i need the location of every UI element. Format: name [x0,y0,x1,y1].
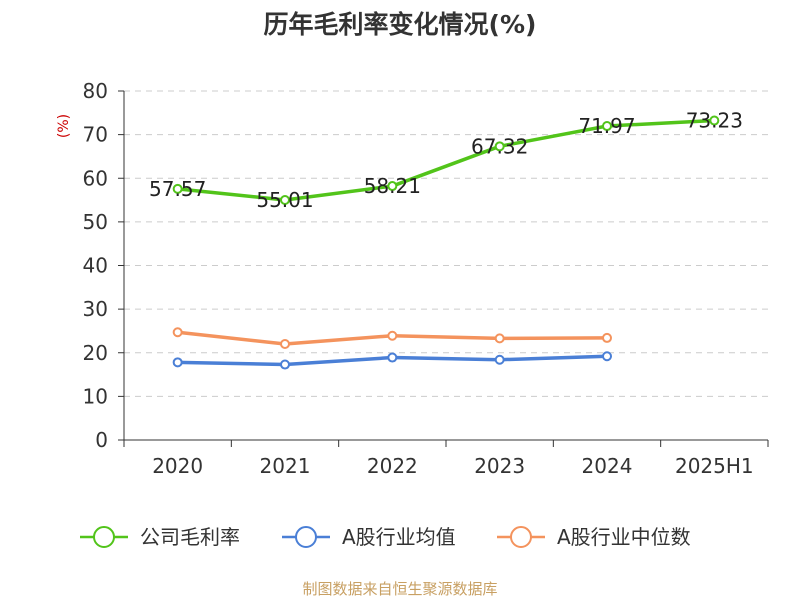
data-point [172,183,183,194]
data-point [280,195,290,206]
x-tick-label: 2022 [367,454,418,478]
data-label: 58.21 [364,174,421,198]
data-point [494,333,505,344]
y-tick-label: 10 [83,384,108,408]
data-point [280,359,290,370]
data-label: 71.97 [578,114,635,138]
series-line [175,118,717,202]
data-label: 67.32 [471,134,528,158]
data-point [172,327,183,338]
data-point [709,115,720,126]
legend-marker-icon [295,526,317,548]
y-tick-label: 30 [83,297,108,321]
legend-label: A股行业中位数 [557,525,691,549]
x-tick-label: 2024 [582,454,633,478]
y-tick-label: 70 [83,123,108,147]
x-tick-label: 2020 [152,454,203,478]
data-point [602,332,612,343]
x-tick-label: 2025H1 [675,454,754,478]
legend-marker-icon [93,526,115,548]
legend-item[interactable]: 公司毛利率 [80,525,240,549]
data-label: 73.23 [686,109,743,133]
data-point [387,181,398,192]
source-note: 制图数据来自恒生聚源数据库 [302,580,497,598]
legend-item[interactable]: A股行业中位数 [497,525,691,549]
y-tick-label: 20 [83,341,108,365]
axes: 0 10 20 30 40 50 60 70 80 2020 2021 2022 2023 2024 202… [83,79,769,478]
data-point [602,121,612,132]
data-label: 57.57 [149,177,206,201]
y-tick-label: 50 [83,210,108,234]
data-point [280,339,290,350]
data-point [494,141,505,152]
x-tick-label: 2021 [260,454,311,478]
y-tick-label: 80 [83,79,108,103]
data-point [172,357,183,368]
data-label: 55.01 [256,188,313,212]
legend-label: 公司毛利率 [140,525,240,549]
legend-label: A股行业均值 [342,525,456,549]
y-tick-label: 0 [95,428,108,452]
chart-title: 历年毛利率变化情况(%) [264,10,537,39]
data-point [494,354,505,365]
series [172,115,720,370]
y-tick-label: 60 [83,166,108,190]
data-point [387,330,398,341]
grid [124,90,768,397]
data-point [387,352,398,363]
data-point [602,351,612,362]
legend-item[interactable]: A股行业均值 [282,525,456,549]
data-labels: 57.57 55.01 58.21 67.32 71.97 73.23 [149,109,743,212]
y-tick-label: 40 [83,254,108,278]
legend[interactable]: 公司毛利率 A股行业均值 A股行业中位数 [80,525,691,549]
x-tick-label: 2023 [474,454,525,478]
y-axis-label: (%) [56,114,72,138]
legend-marker-icon [510,526,532,548]
